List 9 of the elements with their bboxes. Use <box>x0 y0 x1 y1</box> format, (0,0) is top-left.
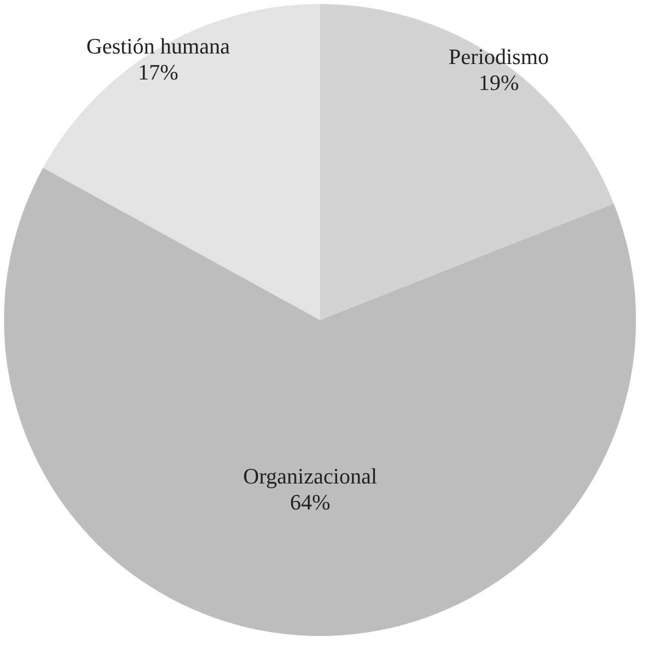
slice-label: Organizacional <box>243 463 378 488</box>
pie-slice <box>320 4 614 320</box>
data-label: 64% <box>290 489 330 514</box>
pie-slice <box>43 4 320 320</box>
data-label: 19% <box>478 70 519 95</box>
slice-label: Gestión humana <box>86 33 230 58</box>
data-label: 17% <box>138 59 178 84</box>
pie-slice <box>4 168 636 636</box>
slice-label: Periodismo <box>448 44 549 69</box>
